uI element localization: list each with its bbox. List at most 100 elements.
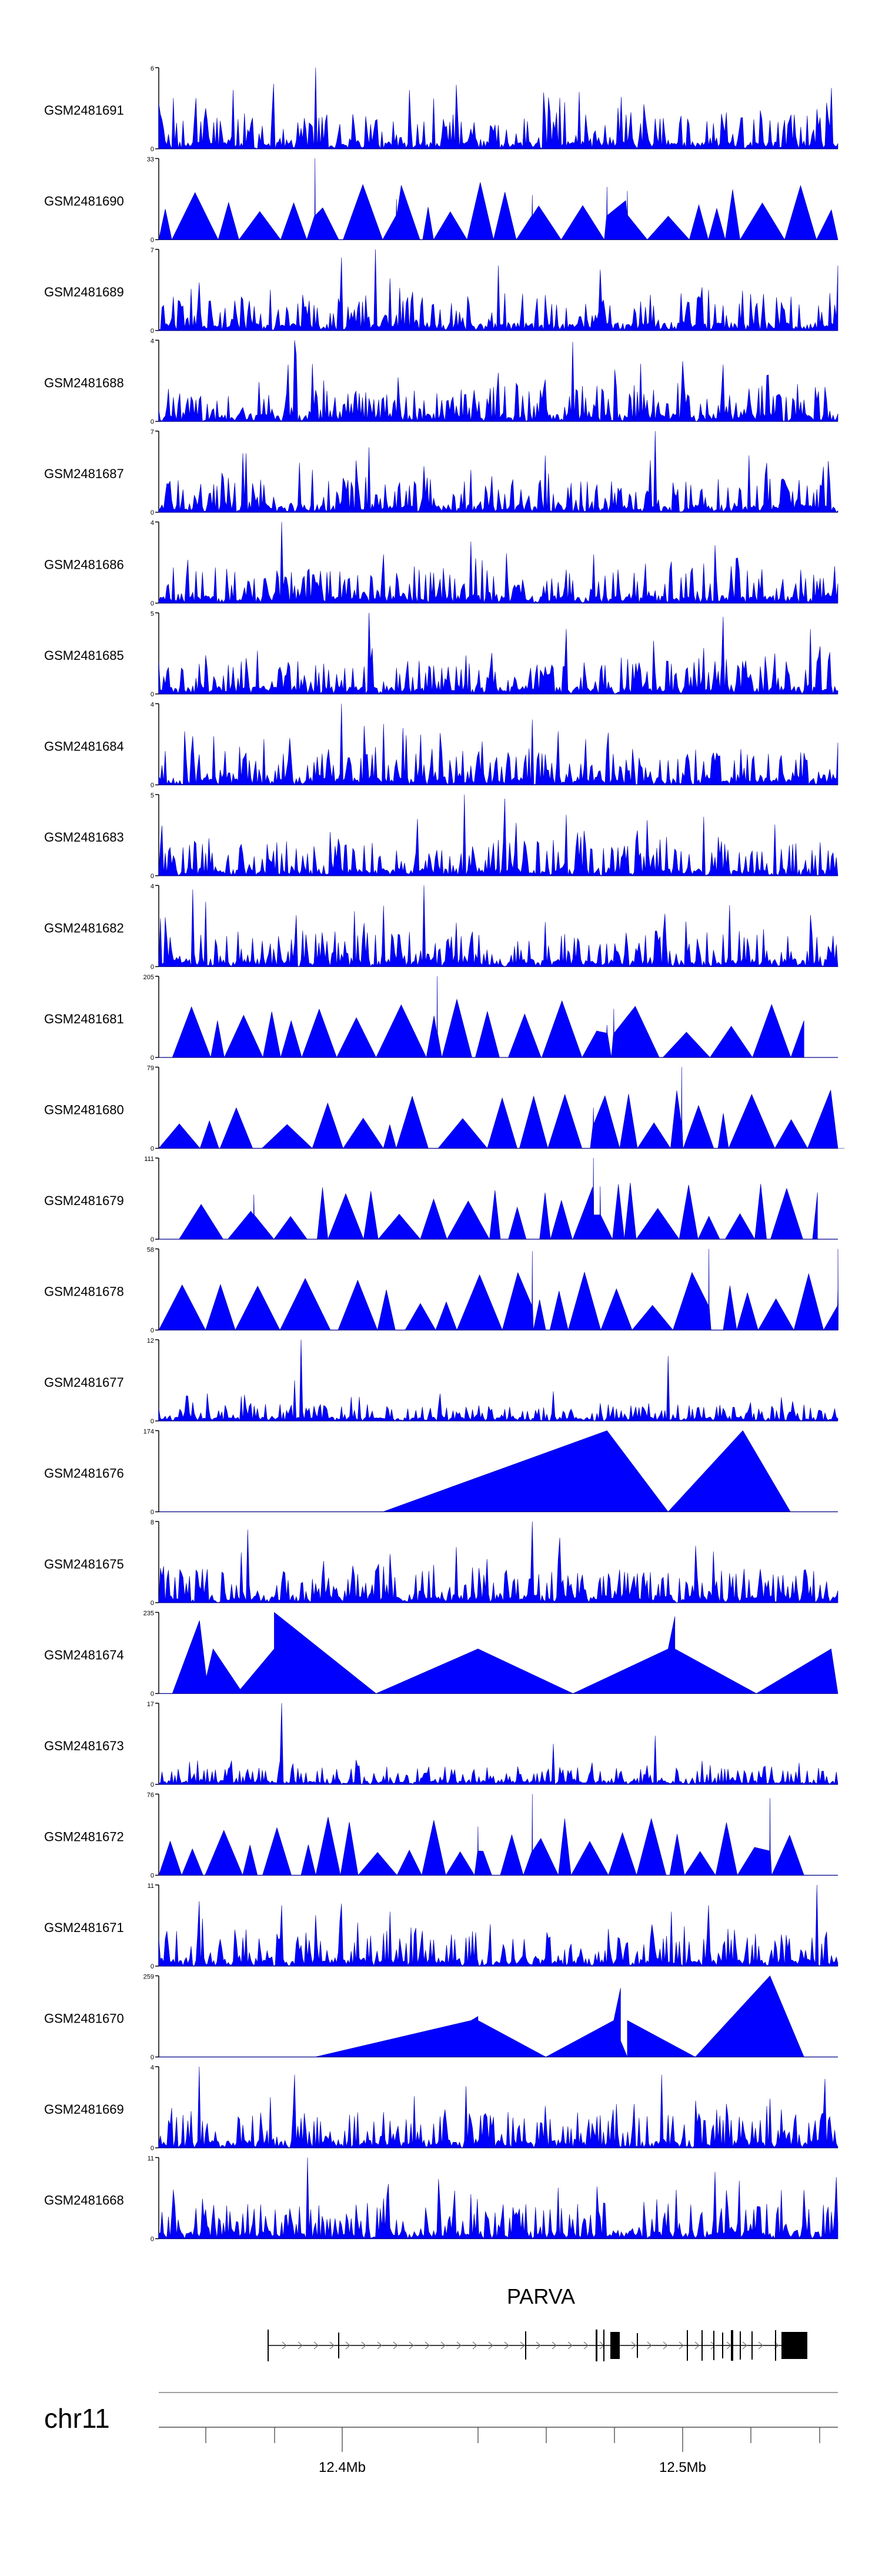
track-GSM2481678: GSM2481678 58 0 [44,1247,838,1334]
y-max-label: 79 [147,1065,154,1072]
coverage-area [158,1794,804,1876]
y-min-label: 0 [151,2054,154,2061]
exon [731,2330,733,2361]
track-GSM2481669: GSM2481669 4 0 [44,2064,838,2152]
exon [781,2332,807,2359]
track-label: GSM2481688 [44,376,124,391]
y-min-label: 0 [151,419,154,426]
track-GSM2481687: GSM2481687 7 0 [44,429,838,516]
strand-arrow [488,2341,493,2350]
y-min-label: 0 [151,1963,154,1970]
track-label: GSM2481685 [44,648,124,663]
y-min-label: 0 [151,1146,154,1153]
y-max-label: 4 [151,702,154,709]
y-max-label: 174 [143,1429,154,1436]
y-max-label: 11 [148,2155,154,2163]
y-max-label: 8 [151,1519,154,1526]
coverage-area [158,1339,838,1422]
coverage-area [158,885,838,967]
coverage-area [172,1611,838,1694]
y-max-label: 7 [151,429,154,436]
exon [603,2330,604,2361]
track-GSM2481675: GSM2481675 8 0 [44,1519,838,1607]
strand-arrow [345,2341,350,2350]
y-min-label: 0 [151,691,154,698]
coverage-area [172,976,804,1059]
track-label: GSM2481676 [44,1466,124,1481]
track-GSM2481679: GSM2481679 111 0 [44,1156,838,1243]
y-min-label: 0 [151,509,154,516]
exon [713,2331,714,2360]
track-label: GSM2481682 [44,921,124,936]
coverage-area [158,522,838,603]
coverage-area [179,1157,823,1240]
track-label: GSM2481674 [44,1648,124,1663]
track-GSM2481677: GSM2481677 12 0 [44,1337,838,1425]
coverage-area [158,612,838,695]
coverage-area [158,703,838,786]
track-GSM2481676: GSM2481676 174 0 [44,1429,838,1516]
strand-arrow [679,2341,684,2350]
y-min-label: 0 [151,782,154,789]
coverage-area [158,2066,838,2148]
track-label: GSM2481679 [44,1193,124,1208]
y-min-label: 0 [151,1873,154,1880]
exon [687,2330,688,2361]
track-label: GSM2481686 [44,558,124,572]
track-GSM2481680: GSM2481680 79 0 [44,1065,845,1153]
y-max-label: 4 [151,338,154,345]
track-GSM2481683: GSM2481683 5 0 [44,792,838,880]
axis-tick-label: 12.4Mb [319,2460,366,2475]
strand-arrow [710,2341,716,2350]
track-GSM2481690: GSM2481690 33 0 [44,156,838,244]
track-GSM2481668: GSM2481668 11 0 [44,2155,838,2243]
y-max-label: 11 [148,1883,154,1890]
y-max-label: 4 [151,883,154,890]
y-min-label: 0 [151,2236,154,2243]
track-GSM2481672: GSM2481672 76 0 [44,1792,838,1880]
y-min-label: 0 [151,1781,154,1788]
track-GSM2481684: GSM2481684 4 0 [44,702,838,789]
axis-tick-label: 12.5Mb [659,2460,706,2475]
exon [525,2331,526,2360]
strand-arrow [393,2341,398,2350]
strand-arrow [583,2341,589,2350]
y-min-label: 0 [151,2145,154,2152]
track-label: GSM2481671 [44,1920,124,1935]
track-label: GSM2481687 [44,466,124,481]
y-min-label: 0 [151,237,154,244]
coverage-tracks: GSM248169160GSM2481690330GSM248168970GSM… [44,65,845,2243]
strand-arrow [456,2341,462,2350]
track-label: GSM2481691 [44,103,124,118]
y-max-label: 76 [147,1792,154,1799]
y-min-label: 0 [151,1691,154,1698]
coverage-area [158,67,838,149]
strand-arrow [472,2341,477,2350]
track-GSM2481674: GSM2481674 235 0 [44,1610,838,1698]
exon [751,2331,753,2360]
strand-arrow [377,2341,382,2350]
coverage-area [158,1067,845,1149]
y-min-label: 0 [151,873,154,880]
y-min-label: 0 [151,146,154,153]
strand-arrow [552,2341,557,2350]
strand-arrow [520,2341,525,2350]
coverage-area [315,1975,804,2057]
strand-arrow [742,2341,747,2350]
y-max-label: 7 [151,247,154,254]
strand-arrow [504,2341,509,2350]
coverage-area [383,1430,791,1512]
strand-arrow [282,2341,287,2350]
strand-arrow [329,2341,335,2350]
y-min-label: 0 [151,1236,154,1243]
track-label: GSM2481673 [44,1739,124,1753]
track-label: GSM2481672 [44,1830,124,1844]
y-min-label: 0 [151,1509,154,1516]
y-max-label: 12 [147,1337,154,1344]
track-label: GSM2481683 [44,830,124,845]
track-label: GSM2481689 [44,285,124,299]
coverage-area [158,1884,838,1967]
track-label: GSM2481675 [44,1557,124,1571]
y-max-label: 4 [151,2064,154,2071]
strand-arrow [409,2341,414,2350]
